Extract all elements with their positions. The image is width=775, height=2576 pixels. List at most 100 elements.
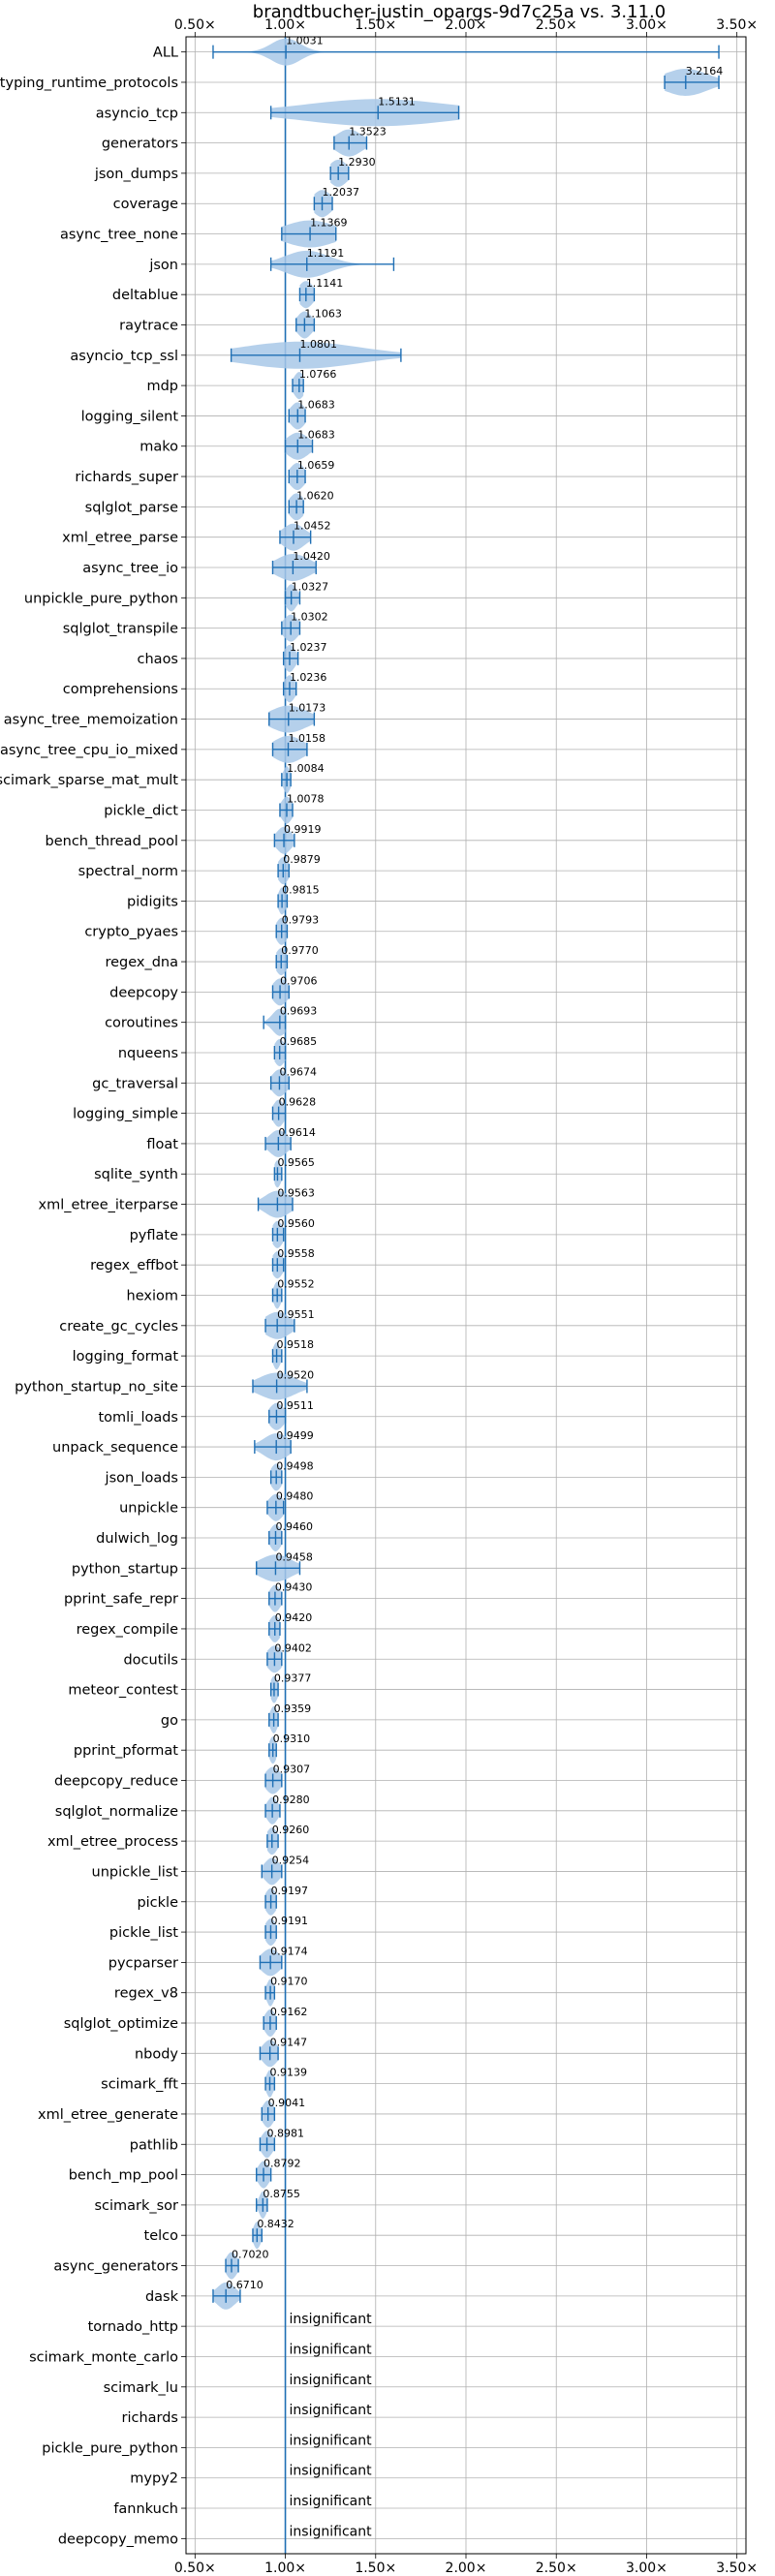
benchmark-label: mako — [140, 440, 178, 455]
benchmark-label: pickle_dict — [104, 803, 178, 818]
value-label: 0.9628 — [279, 1096, 317, 1109]
value-label: 0.9879 — [283, 853, 321, 866]
value-label: 0.9674 — [279, 1065, 317, 1078]
benchmark-label: xml_etree_process — [47, 1834, 178, 1850]
plot-frame — [185, 36, 747, 2555]
value-label: 0.9430 — [275, 1581, 313, 1594]
x-tick-label-bottom: 1.50× — [355, 2561, 396, 2576]
value-label: 1.0078 — [287, 792, 325, 805]
x-tick-label-top: 2.50× — [536, 17, 577, 33]
benchmark-label: telco — [144, 2228, 179, 2244]
value-label: 0.9558 — [277, 1247, 315, 1260]
value-label: 1.0801 — [299, 338, 337, 351]
value-label: 0.9377 — [274, 1672, 312, 1685]
value-label: 1.0620 — [296, 489, 334, 502]
benchmark-label: deltablue — [112, 288, 178, 303]
benchmark-label: xml_etree_iterparse — [39, 1198, 179, 1213]
x-tick-label-top: 1.50× — [355, 17, 396, 33]
value-label: 1.0452 — [294, 520, 331, 533]
value-label: 0.9307 — [273, 1763, 311, 1776]
benchmark-label: asyncio_tcp_ssl — [70, 349, 178, 364]
x-tick-label-bottom: 0.50× — [174, 2561, 216, 2576]
benchmark-label: async_tree_none — [60, 228, 178, 243]
benchmark-label: scimark_monte_carlo — [29, 2349, 178, 2365]
benchmark-label: pathlib — [130, 2137, 178, 2153]
value-label: 0.9420 — [275, 1611, 313, 1624]
value-label: 1.0766 — [299, 368, 337, 381]
benchmark-label: docutils — [123, 1652, 178, 1668]
value-label: 0.9197 — [271, 1885, 309, 1897]
insignificant-label: insignificant — [290, 2494, 373, 2509]
benchmark-label: json — [148, 258, 178, 273]
benchmark-label: nqueens — [118, 1046, 178, 1061]
value-label: 0.9310 — [273, 1733, 311, 1745]
benchmark-label: async_tree_io — [82, 561, 178, 576]
benchmark-label: pickle_pure_python — [42, 2440, 178, 2456]
value-label: 1.2930 — [338, 156, 376, 169]
value-label: 1.0683 — [297, 398, 335, 411]
benchmark-label: crypto_pyaes — [84, 925, 178, 940]
value-label: 1.0173 — [289, 702, 326, 715]
benchmark-label: generators — [102, 137, 178, 152]
benchmark-label: gc_traversal — [92, 1076, 178, 1091]
value-label: 0.9170 — [270, 1976, 308, 1988]
benchmark-label: typing_runtime_protocols — [0, 76, 178, 91]
benchmark-label: regex_compile — [77, 1622, 178, 1638]
benchmark-label: go — [161, 1713, 178, 1729]
benchmark-label: deepcopy_memo — [58, 2531, 178, 2547]
value-label: 1.0683 — [297, 429, 335, 442]
benchmark-label: mdp — [146, 379, 178, 394]
value-label: 0.9552 — [277, 1278, 315, 1291]
benchmark-label: richards — [121, 2410, 178, 2426]
benchmark-label: scimark_lu — [104, 2380, 178, 2396]
benchmark-label: python_startup_no_site — [15, 1379, 178, 1395]
value-label: 0.9460 — [275, 1520, 313, 1533]
x-tick-label-bottom: 2.00× — [446, 2561, 487, 2576]
value-label: 3.2164 — [686, 65, 724, 77]
benchmark-label: chaos — [138, 652, 178, 667]
value-label: 1.1141 — [306, 277, 344, 290]
value-label: 0.9563 — [277, 1187, 315, 1200]
value-label: 0.9139 — [269, 2067, 307, 2079]
x-tick-label-bottom: 3.50× — [716, 2561, 758, 2576]
value-label: 0.9565 — [277, 1156, 315, 1169]
benchmark-label: logging_simple — [73, 1107, 178, 1122]
value-label: 1.3523 — [349, 126, 387, 138]
value-label: 0.9359 — [274, 1702, 312, 1715]
value-label: 0.8432 — [257, 2218, 294, 2230]
benchmark-label: nbody — [135, 2046, 178, 2062]
value-label: 0.9793 — [282, 914, 320, 927]
value-label: 1.0158 — [288, 732, 326, 745]
benchmark-label: asyncio_tcp — [96, 106, 178, 121]
benchmark-label: coverage — [113, 197, 178, 212]
benchmark-label: pickle_list — [109, 1925, 178, 1941]
insignificant-label: insignificant — [290, 2373, 373, 2388]
value-label: 0.8981 — [267, 2127, 305, 2139]
value-label: 0.9706 — [280, 974, 318, 987]
benchmark-label: unpickle_pure_python — [24, 591, 178, 606]
value-label: 1.0236 — [290, 671, 327, 684]
x-tick-label-top: 2.00× — [446, 17, 487, 33]
benchmark-label: ALL — [153, 46, 178, 61]
benchmark-label: fannkuch — [113, 2501, 178, 2517]
benchmark-label: async_generators — [53, 2259, 178, 2275]
benchmark-label: regex_v8 — [114, 1986, 178, 2002]
benchmark-label: sqlite_synth — [94, 1167, 178, 1182]
value-label: 0.9520 — [277, 1368, 315, 1381]
value-label: 1.1191 — [307, 247, 345, 260]
insignificant-label: insignificant — [290, 2464, 373, 2479]
value-label: 0.9919 — [284, 823, 322, 836]
value-label: 0.9518 — [277, 1338, 315, 1351]
value-label: 0.9480 — [276, 1490, 314, 1503]
value-label: 1.0659 — [297, 459, 335, 472]
benchmark-label: dask — [145, 2289, 179, 2305]
benchmark-label: richards_super — [75, 470, 178, 485]
value-label: 0.9614 — [278, 1126, 316, 1139]
x-tick-label-top: 3.50× — [716, 17, 758, 33]
benchmark-label: pprint_pformat — [74, 1743, 178, 1759]
benchmark-label: logging_silent — [81, 409, 179, 424]
value-label: 1.1063 — [304, 307, 342, 320]
benchmark-label: coroutines — [105, 1016, 178, 1031]
benchmark-label: create_gc_cycles — [59, 1319, 178, 1334]
value-label: 0.9498 — [276, 1459, 314, 1472]
